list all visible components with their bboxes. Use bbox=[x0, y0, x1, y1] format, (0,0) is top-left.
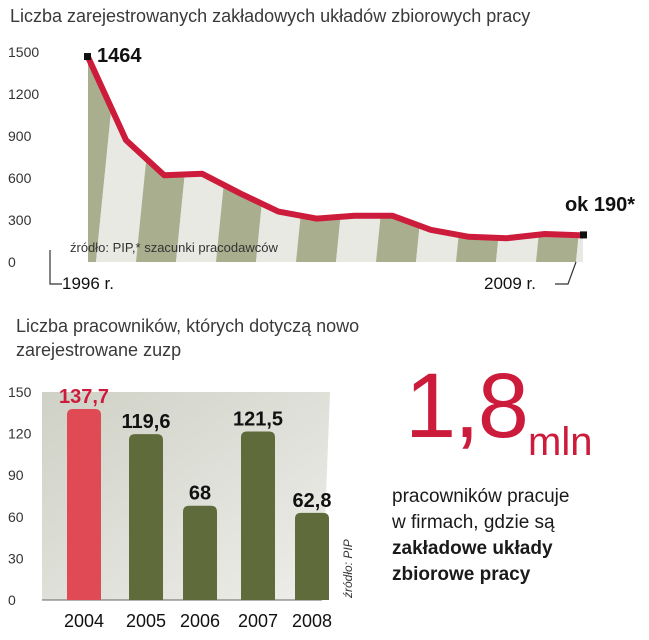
y-tick-label: 120 bbox=[8, 426, 32, 442]
bar-value-label: 68 bbox=[189, 483, 211, 505]
y-tick-label: 1200 bbox=[8, 86, 39, 102]
bar-chart-title-line1: Liczba pracowników, których dotyczą nowo bbox=[16, 316, 360, 336]
bar bbox=[129, 434, 163, 600]
bar-chart: 0 30 60 90 120 150 137,7 2004 119,6 2005 68 2006 121… bbox=[8, 384, 355, 631]
y-tick-label: 60 bbox=[8, 509, 24, 525]
callout-line4: zbiorowe pracy bbox=[392, 564, 531, 585]
bar-value-label: 62,8 bbox=[293, 490, 332, 512]
annotation-end: ok 190* bbox=[565, 194, 635, 216]
area-stripe bbox=[88, 57, 118, 262]
bar-chart-title-line2: zarejestrowane zuzp bbox=[16, 340, 182, 360]
y-tick-label: 900 bbox=[8, 128, 32, 144]
y-tick-label: 30 bbox=[8, 550, 24, 566]
y-tick-label: 300 bbox=[8, 212, 32, 228]
bar-value-label: 119,6 bbox=[122, 411, 171, 433]
x-tick-label: 2006 bbox=[180, 611, 220, 631]
y-tick-label: 600 bbox=[8, 170, 32, 186]
y-tick-label: 0 bbox=[8, 254, 16, 270]
y-tick-label: 0 bbox=[8, 592, 16, 608]
area-stripe bbox=[576, 57, 583, 262]
y-tick-label: 150 bbox=[8, 384, 32, 400]
line-area-chart: 0 300 600 900 1200 1500 1464 ok 190* źródło: PIP… bbox=[8, 42, 649, 293]
bar-source-note: źródło: PIP bbox=[341, 539, 355, 599]
y-tick-label: 1500 bbox=[8, 44, 39, 60]
x-tick-label: 2005 bbox=[126, 611, 166, 631]
axis-bracket-right bbox=[555, 261, 577, 285]
callout-number: 1,8 bbox=[405, 355, 529, 457]
bar-value-label: 121,5 bbox=[233, 409, 283, 431]
axis-bracket-left bbox=[49, 250, 62, 285]
bar bbox=[183, 505, 217, 600]
series-line bbox=[85, 54, 586, 242]
callout-unit: mln bbox=[528, 420, 593, 464]
marker-start bbox=[84, 53, 91, 61]
callout-line1: pracowników pracuje bbox=[392, 486, 570, 507]
line-chart-title: Liczba zarejestrowanych zakładowych ukła… bbox=[10, 6, 531, 26]
callout-text: pracowników pracuje w firmach, gdzie są … bbox=[392, 484, 642, 588]
bar bbox=[295, 512, 329, 600]
callout-line2: w firmach, gdzie są bbox=[392, 512, 555, 533]
bar bbox=[67, 409, 101, 600]
marker-end bbox=[580, 231, 587, 239]
area-stripe bbox=[456, 57, 518, 262]
bar-value-label: 137,7 bbox=[59, 386, 109, 408]
annotation-start: 1464 bbox=[97, 45, 142, 67]
area-stripe bbox=[496, 57, 558, 262]
x-tick-label: 2004 bbox=[64, 611, 104, 631]
x-tick-label: 2008 bbox=[292, 611, 332, 631]
callout-line3: zakładowe układy bbox=[392, 538, 553, 559]
x-tick-label: 2007 bbox=[238, 611, 278, 631]
y-tick-label: 90 bbox=[8, 467, 24, 483]
area-stripe bbox=[536, 57, 583, 262]
x-label-start: 1996 r. bbox=[62, 274, 114, 293]
source-note: źródło: PIP,* szacunki pracodawców bbox=[70, 240, 278, 255]
area-stripe bbox=[616, 42, 649, 262]
x-label-end: 2009 r. bbox=[484, 274, 536, 293]
bar bbox=[241, 431, 275, 600]
